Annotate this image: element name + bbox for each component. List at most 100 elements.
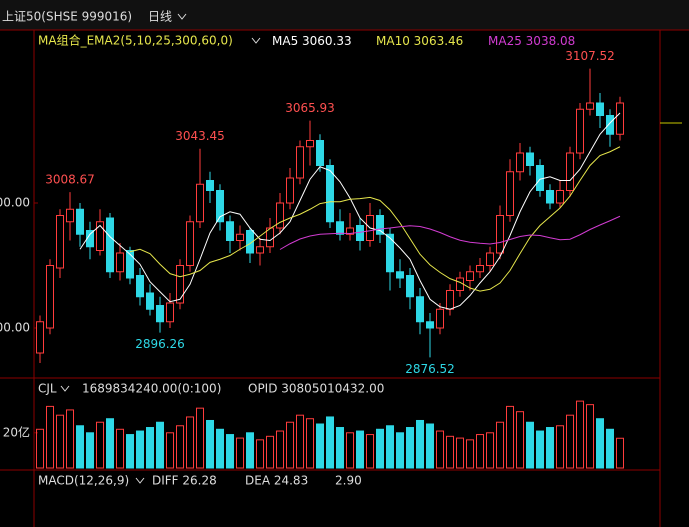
candle-body bbox=[226, 221, 234, 241]
candle-body bbox=[326, 165, 334, 223]
volume-bar bbox=[56, 414, 64, 469]
candle-body bbox=[276, 202, 284, 229]
volume-bar bbox=[396, 432, 404, 469]
volume-bar bbox=[616, 437, 624, 469]
candle-body bbox=[566, 152, 574, 191]
volume-bar bbox=[36, 428, 44, 469]
volume-bar bbox=[386, 425, 394, 469]
volume-bar bbox=[306, 418, 314, 469]
legend-entry: MA25 3038.08 bbox=[488, 34, 575, 48]
dropdown-icon bbox=[177, 13, 187, 20]
volume-bar bbox=[256, 439, 264, 469]
volume-bar bbox=[446, 435, 454, 469]
volume-bar bbox=[216, 428, 224, 469]
volume-bar bbox=[156, 421, 164, 469]
indicator-title[interactable]: MA组合_EMA2(5,10,25,300,60,0) bbox=[38, 33, 233, 48]
candle-body bbox=[216, 190, 224, 223]
volume-bar bbox=[536, 430, 544, 469]
low-label: 2876.52 bbox=[405, 362, 455, 376]
volume-bar bbox=[506, 405, 514, 469]
volume-bar bbox=[406, 427, 414, 469]
volume-bar bbox=[436, 430, 444, 469]
volume-bar bbox=[476, 434, 484, 469]
candle-body bbox=[286, 177, 294, 204]
volume-bar bbox=[296, 414, 304, 469]
candle-body bbox=[176, 265, 184, 304]
candle-body bbox=[246, 230, 254, 254]
candle-body bbox=[556, 190, 564, 204]
volume-bar bbox=[226, 434, 234, 469]
y-tick-label: 3000.00 bbox=[0, 196, 30, 210]
volume-bar bbox=[236, 437, 244, 469]
candle-body bbox=[336, 221, 344, 235]
volume-bar bbox=[466, 439, 474, 469]
candle-body bbox=[476, 265, 484, 273]
candle-body bbox=[506, 171, 514, 216]
candle-body bbox=[346, 227, 354, 235]
high-label: 3008.67 bbox=[45, 173, 95, 187]
period[interactable]: 日线 bbox=[148, 10, 172, 24]
candle-body bbox=[316, 140, 324, 166]
candle-body bbox=[576, 108, 584, 154]
volume-bar bbox=[186, 416, 194, 469]
volume-bar bbox=[276, 430, 284, 469]
candle-body bbox=[146, 292, 154, 310]
candle-body bbox=[116, 252, 124, 273]
candle-body bbox=[96, 221, 104, 251]
candle-body bbox=[596, 102, 604, 116]
volume-bar bbox=[46, 405, 54, 469]
candle-body bbox=[386, 233, 394, 273]
volume-bar bbox=[96, 421, 104, 469]
top-bar bbox=[0, 0, 689, 30]
volume-bar bbox=[76, 425, 84, 469]
volume-bar bbox=[566, 414, 574, 469]
legend-value: 3063.46 bbox=[414, 34, 464, 48]
volume-bar bbox=[576, 400, 584, 469]
high-label: 3107.52 bbox=[565, 49, 615, 63]
candle-body bbox=[236, 233, 244, 241]
legend-value: 3060.33 bbox=[302, 34, 352, 48]
volume-bar bbox=[166, 432, 174, 469]
volume-extra: OPID 30805010432.00 bbox=[248, 382, 384, 396]
candle-body bbox=[526, 152, 534, 166]
volume-bar bbox=[106, 418, 114, 469]
volume-bar bbox=[366, 434, 374, 469]
candle-body bbox=[516, 152, 524, 173]
candle-body bbox=[466, 271, 474, 281]
macd-title[interactable]: MACD(12,26,9) bbox=[38, 474, 129, 488]
candle-body bbox=[186, 221, 194, 266]
candle-body bbox=[106, 217, 114, 273]
volume-bar bbox=[516, 411, 524, 469]
candle-body bbox=[486, 252, 494, 266]
volume-bar bbox=[486, 432, 494, 469]
volume-bar bbox=[316, 423, 324, 469]
candle-body bbox=[546, 190, 554, 204]
macd-diff: DIFF 26.28 bbox=[152, 474, 217, 488]
instrument-title: 上证50(SHSE 999016) bbox=[2, 10, 132, 24]
legend-name: MA10 bbox=[376, 34, 410, 48]
volume-bar bbox=[196, 407, 204, 469]
volume-bar bbox=[66, 409, 74, 469]
legend-entry: MA5 3060.33 bbox=[272, 34, 352, 48]
volume-bar bbox=[86, 432, 94, 469]
candle-body bbox=[46, 265, 54, 329]
low-label: 2896.26 bbox=[135, 337, 185, 351]
volume-bar bbox=[606, 428, 614, 469]
volume-title[interactable]: CJL bbox=[38, 382, 57, 396]
volume-bar bbox=[546, 427, 554, 469]
moving-average bbox=[279, 215, 621, 250]
volume-bar bbox=[286, 421, 294, 469]
candle-body bbox=[406, 275, 414, 298]
volume-bar bbox=[146, 427, 154, 469]
volume-bar bbox=[126, 434, 134, 469]
candle-body bbox=[136, 275, 144, 298]
legend-name: MA5 bbox=[272, 34, 298, 48]
candle-body bbox=[396, 271, 404, 279]
candle-body bbox=[206, 180, 214, 191]
volume-bar bbox=[246, 432, 254, 469]
volume-bar bbox=[426, 423, 434, 469]
volume-bar bbox=[336, 427, 344, 469]
high-label: 3043.45 bbox=[175, 129, 225, 143]
candle-body bbox=[536, 165, 544, 191]
